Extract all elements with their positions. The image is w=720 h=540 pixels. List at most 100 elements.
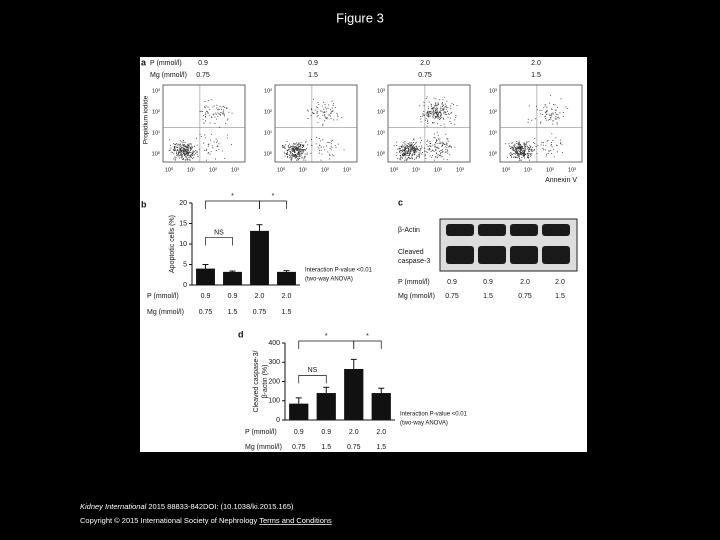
flow-dot [522, 149, 524, 151]
row-label: P (mmol/l) [150, 60, 182, 67]
flow-dot [447, 150, 449, 152]
flow-dot [522, 151, 523, 153]
flow-dot [175, 144, 176, 146]
flow-dot [437, 117, 439, 119]
flow-dot [530, 149, 532, 151]
flow-dot [402, 145, 404, 147]
bracket [259, 200, 287, 209]
flow-dot [323, 108, 325, 110]
flow-dot [515, 146, 516, 148]
flow-dot [554, 117, 556, 119]
flow-dot [318, 152, 320, 154]
terms-link[interactable]: Terms and Conditions [259, 516, 332, 525]
flow-dot [428, 112, 430, 114]
flow-dot [177, 149, 179, 151]
flow-dot [302, 149, 304, 151]
flow-dot [437, 157, 438, 159]
flow-dot [190, 145, 192, 147]
flow-dot [442, 143, 444, 145]
flow-dot [400, 152, 402, 154]
flow-dot [406, 146, 408, 148]
flow-dot [514, 146, 516, 148]
annotation: NS [214, 229, 224, 236]
y-tick-label: 10¹ [489, 130, 497, 136]
flow-dot [447, 138, 449, 140]
flow-dot [192, 151, 194, 153]
flow-dot [511, 142, 513, 144]
y-tick-label: 10² [489, 109, 497, 115]
flow-dot [518, 159, 520, 161]
y-tick-label: 100 [268, 398, 280, 405]
flow-dot [435, 139, 437, 141]
flow-dot [291, 151, 293, 152]
flow-dot [204, 106, 206, 108]
flow-dot [550, 115, 552, 117]
flow-dot [402, 154, 404, 156]
flow-dot [304, 150, 306, 152]
flow-dot [411, 143, 413, 145]
flow-dot [531, 119, 533, 121]
flow-dot [414, 147, 415, 149]
flow-dot [188, 151, 190, 153]
flow-dot [399, 147, 401, 149]
flow-dot [551, 142, 552, 143]
flow-dot [414, 150, 416, 152]
flow-dot [433, 122, 435, 124]
flow-dot [204, 101, 206, 102]
flow-dot [545, 111, 547, 113]
annotation: * [272, 193, 275, 200]
flow-dot [184, 142, 186, 143]
flow-dot [437, 116, 439, 118]
flow-dot [188, 152, 190, 154]
flow-dot [299, 153, 301, 155]
flow-dot [332, 104, 334, 106]
flow-dot [565, 106, 567, 108]
flow-dot [181, 147, 183, 149]
y-tick-label: 10³ [489, 88, 497, 94]
flow-dot [435, 112, 436, 114]
flow-dot [416, 145, 417, 147]
flow-dot [216, 107, 217, 109]
flow-dot [297, 158, 299, 160]
flow-dot [293, 155, 295, 157]
flow-dot [408, 150, 410, 152]
flow-dot [446, 159, 448, 161]
flow-dot [449, 121, 451, 122]
journal: Kidney International [80, 502, 147, 511]
flow-dot [180, 151, 182, 153]
flow-dot [419, 157, 421, 159]
flow-dot [524, 146, 526, 148]
flow-dot [322, 139, 324, 141]
flow-dot [510, 147, 512, 149]
flow-dot [414, 149, 416, 151]
flow-dot [175, 157, 177, 159]
flow-dot [187, 150, 189, 152]
row-value: 2.0 [420, 60, 430, 67]
flow-dot [401, 151, 403, 153]
flow-dot [413, 144, 415, 146]
flow-dot [403, 147, 405, 149]
flow-dot [447, 140, 449, 142]
flow-dot [182, 159, 184, 161]
blot-band [446, 246, 474, 264]
flow-dot [410, 144, 411, 146]
x-tick-label: 10¹ [187, 167, 195, 173]
flow-dot [335, 147, 337, 149]
flow-dot [446, 142, 448, 144]
flow-dot [223, 113, 225, 115]
flow-dot [524, 149, 526, 151]
flow-dot [446, 100, 448, 102]
flow-dot [411, 142, 412, 144]
flow-dot [410, 156, 412, 158]
x-tick-label: 10¹ [412, 167, 420, 173]
flow-dot [208, 152, 210, 153]
flow-dot [189, 155, 191, 157]
flow-dot [521, 146, 523, 148]
flow-dot [413, 153, 415, 155]
flow-dot [518, 147, 520, 149]
flow-dot [193, 154, 195, 156]
flow-dot [450, 112, 452, 114]
flow-dot [296, 155, 298, 157]
flow-dot [530, 154, 532, 156]
flow-dot [546, 113, 548, 115]
